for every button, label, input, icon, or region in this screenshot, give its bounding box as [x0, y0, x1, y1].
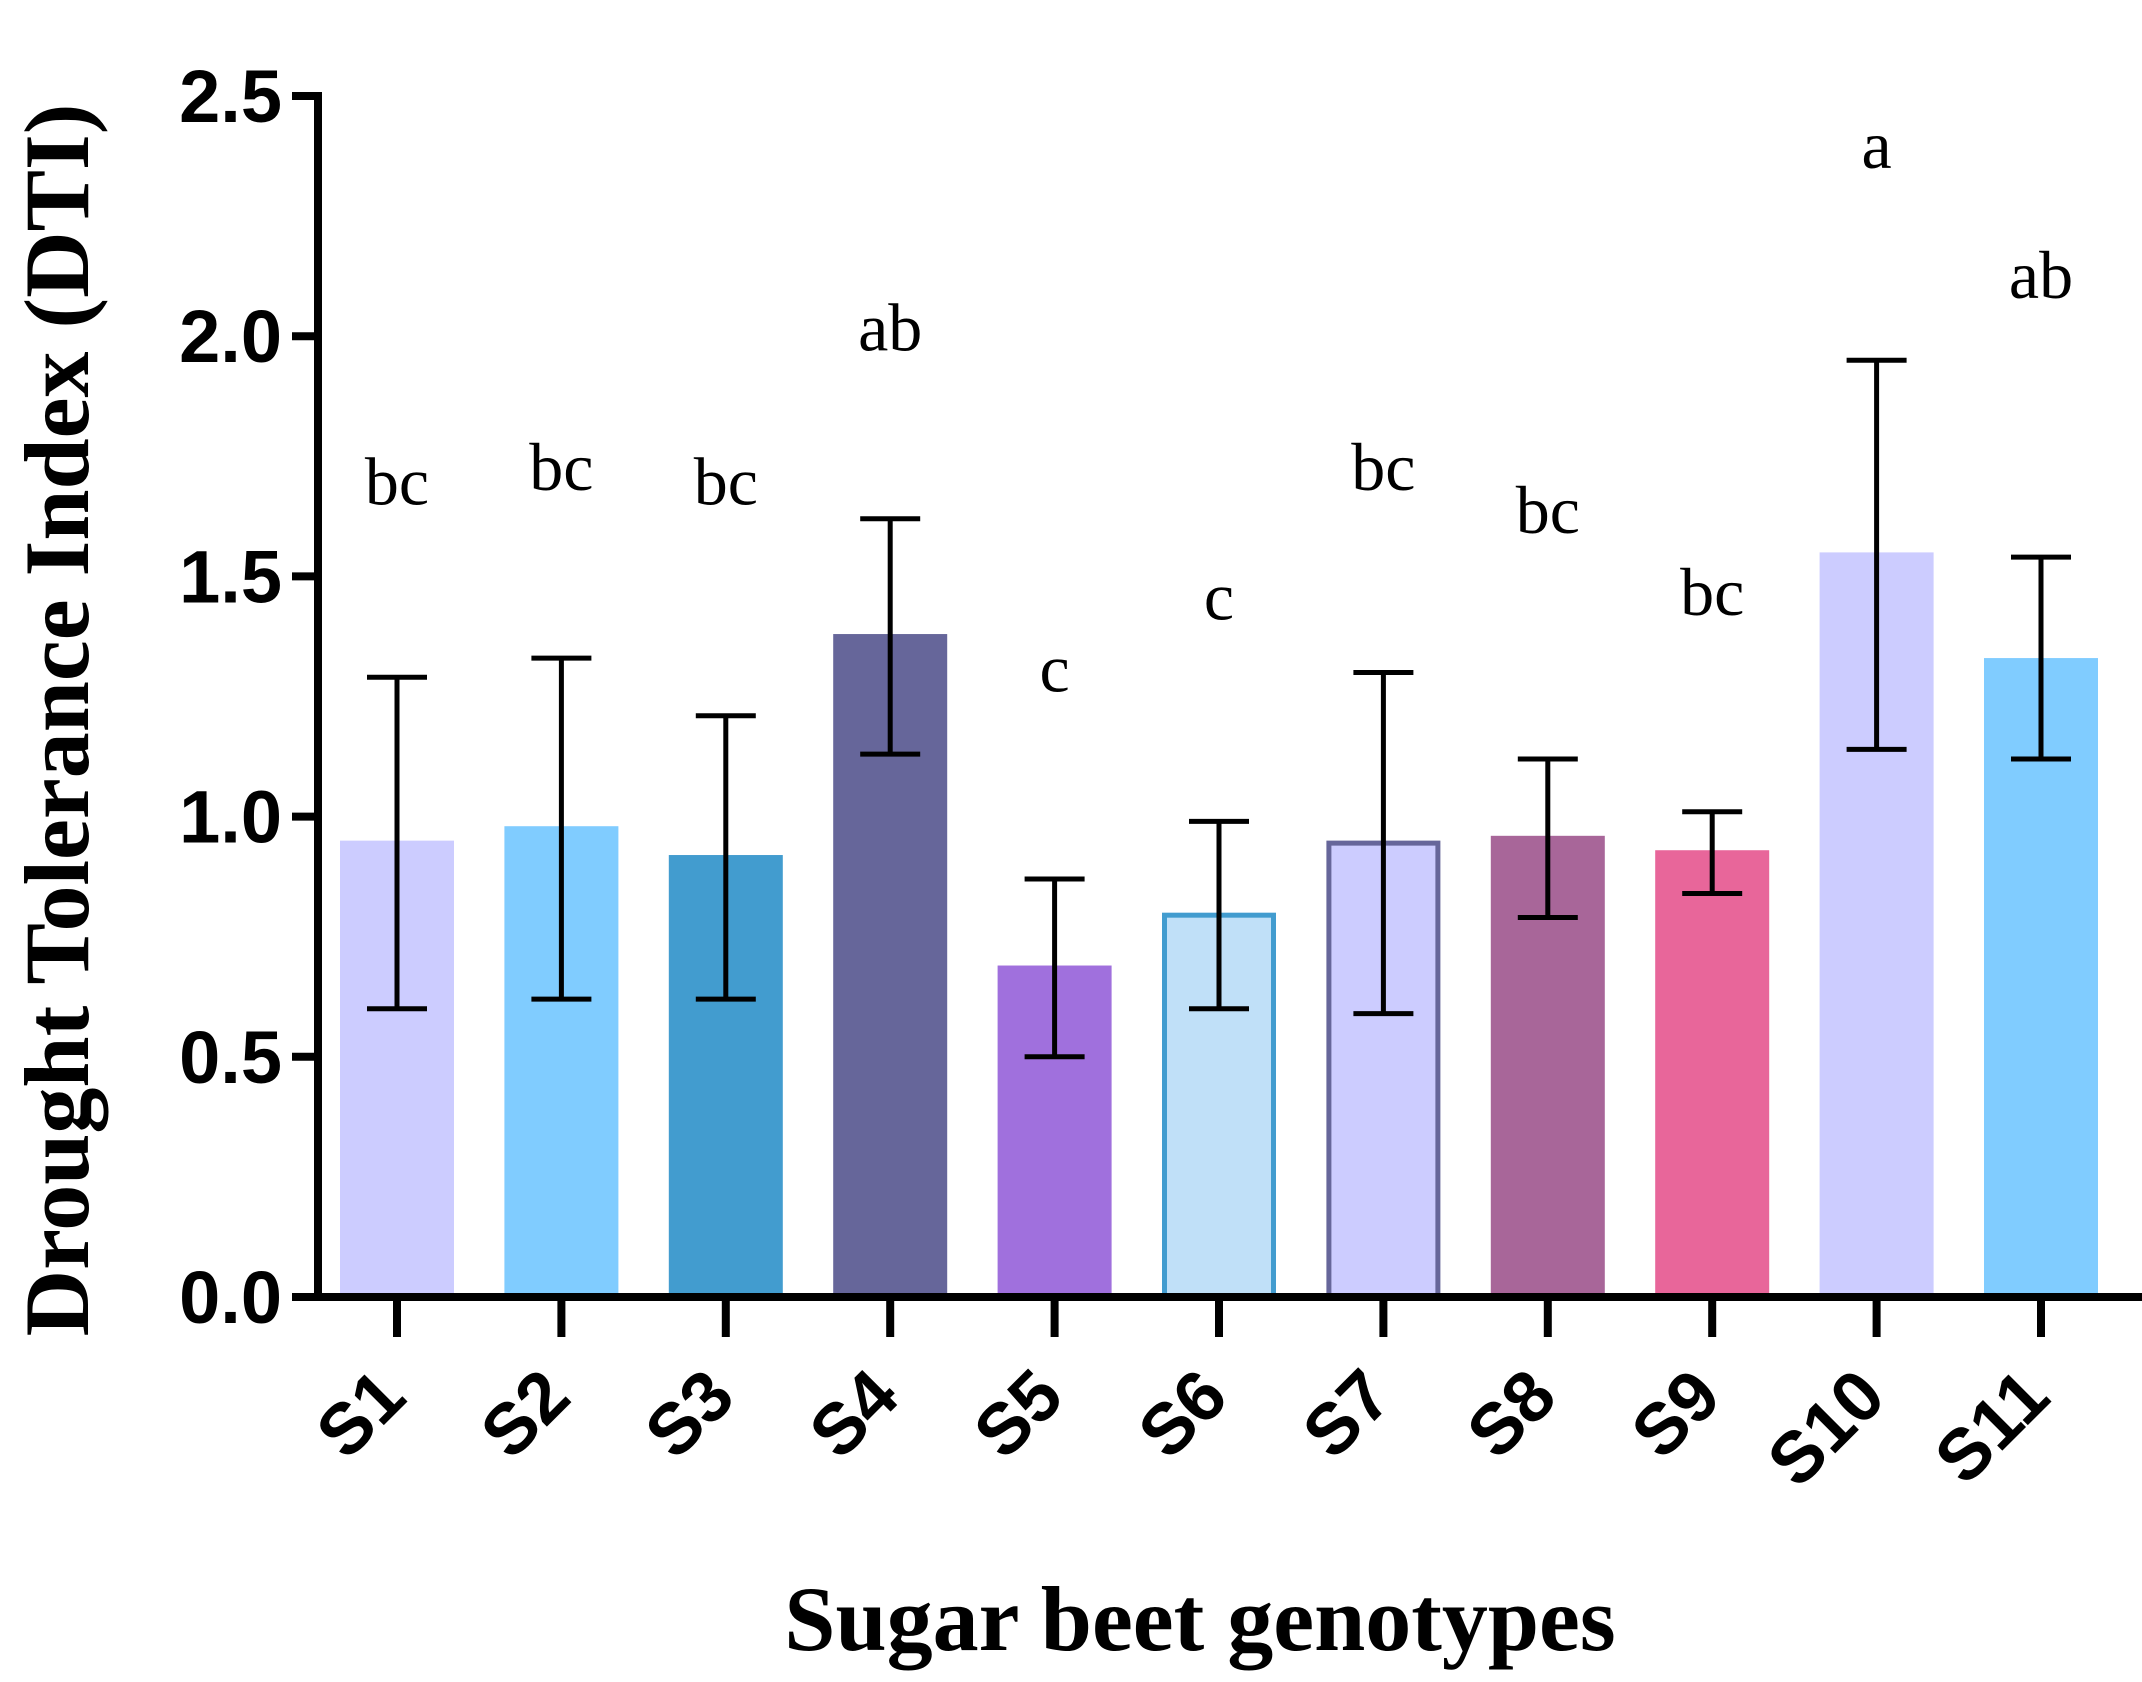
x-axis-title: Sugar beet genotypes: [784, 1568, 1615, 1670]
y-tick-label: 0.0: [179, 1256, 282, 1339]
error-bar-s3: [695, 713, 756, 1002]
error-bar-s11: [2011, 554, 2071, 762]
y-tick-label: 0.5: [179, 1016, 282, 1099]
x-tick-label-s7: S7: [1288, 1355, 1407, 1474]
x-tick-label-s5: S5: [959, 1355, 1078, 1474]
significance-label-s6: c: [1204, 559, 1234, 635]
x-tick-label-s2: S2: [466, 1355, 585, 1474]
significance-label-s9: bc: [1680, 554, 1744, 630]
significance-label-s2: bc: [529, 429, 593, 505]
significance-label-s5: c: [1040, 631, 1070, 707]
x-tick-label-s1: S1: [301, 1355, 420, 1474]
x-tick-label-s4: S4: [795, 1355, 914, 1474]
error-bars-layer: [367, 357, 2071, 1060]
y-tick-label: 2.5: [179, 55, 282, 138]
x-tick-label-s6: S6: [1123, 1355, 1242, 1474]
error-bar-s4: [860, 516, 921, 757]
x-tick-label-s3: S3: [630, 1355, 749, 1474]
significance-label-s8: bc: [1516, 472, 1580, 548]
error-bar-s2: [531, 655, 592, 1002]
y-tick-label: 1.5: [179, 535, 282, 618]
bar-s11: [1984, 658, 2098, 1297]
x-tick-label-s8: S8: [1452, 1355, 1571, 1474]
y-axis-title: Drought Tolerance Index (DTI): [6, 104, 108, 1337]
significance-label-s4: ab: [858, 290, 922, 366]
error-bar-s10: [1846, 357, 1907, 752]
error-bar-s5: [1024, 876, 1085, 1060]
significance-label-s10: a: [1862, 107, 1892, 183]
x-ticks-layer: S1 S2 S3 S4 S5 S6 S7 S8 S9 S10 S11: [301, 1297, 2064, 1502]
significance-label-s11: ab: [2009, 237, 2073, 313]
significance-labels-layer: bc bc bc ab c c bc bc bc a ab: [365, 107, 2073, 707]
y-tick-label: 1.0: [179, 776, 282, 859]
x-tick-label-s11: S11: [1920, 1355, 2064, 1499]
bar-s9: [1655, 850, 1770, 1297]
error-bar-s9: [1682, 809, 1743, 896]
error-bar-s1: [367, 674, 427, 1012]
significance-label-s3: bc: [694, 443, 758, 519]
y-tick-label: 2.0: [179, 295, 282, 378]
significance-label-s7: bc: [1351, 429, 1415, 505]
error-bar-s7: [1353, 669, 1414, 1017]
axes-layer: [314, 92, 2142, 1301]
significance-label-s1: bc: [365, 443, 429, 519]
y-ticks-layer: 0.0 0.5 1.0 1.5 2.0 2.5: [179, 55, 318, 1339]
x-tick-label-s9: S9: [1617, 1355, 1736, 1474]
error-bar-s6: [1189, 818, 1249, 1012]
x-tick-label-s10: S10: [1753, 1355, 1900, 1502]
error-bar-s8: [1517, 756, 1578, 920]
